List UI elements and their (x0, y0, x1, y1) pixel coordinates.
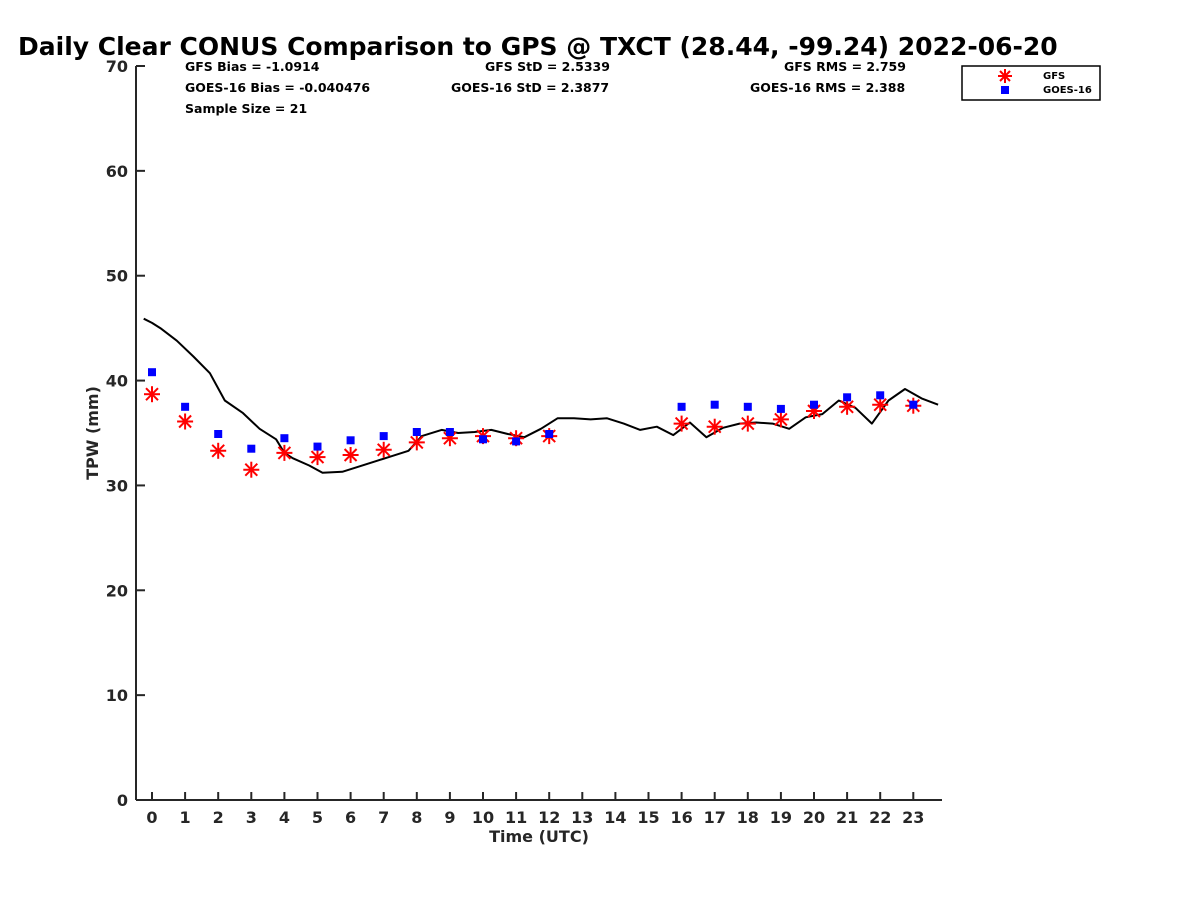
y-tick-label: 30 (106, 476, 128, 495)
goes-series (148, 368, 918, 453)
x-tick-label: 14 (604, 808, 626, 827)
x-tick-label: 13 (571, 808, 593, 827)
gfs-point (243, 461, 260, 478)
stats-block: GFS Bias = -1.0914 GFS StD = 2.5339 GFS … (185, 59, 906, 116)
gfs-point (872, 396, 889, 413)
legend-gfs-label: GFS (1043, 71, 1065, 82)
sample-size-stat: Sample Size = 21 (185, 101, 307, 116)
goes-point (545, 430, 554, 438)
goes-point (214, 430, 223, 438)
goes-point (876, 391, 885, 400)
x-tick-label: 20 (803, 808, 825, 827)
x-tick-label: 15 (637, 808, 659, 827)
legend-gfs-marker (998, 69, 1012, 83)
y-tick-label: 70 (106, 57, 128, 76)
gfs-point (144, 386, 160, 403)
gfs-point (177, 413, 194, 430)
x-tick-label: 23 (902, 808, 924, 827)
gfs-point (739, 415, 756, 432)
goes-point (181, 402, 190, 411)
gfs-bias-stat: GFS Bias = -1.0914 (185, 59, 320, 74)
goes-point (743, 402, 752, 411)
x-tick-label: 16 (670, 808, 692, 827)
gfs-point (309, 449, 326, 466)
goes-point (677, 402, 686, 411)
goes-point (445, 428, 454, 436)
x-tick-label: 9 (444, 808, 455, 827)
gfs-point (673, 415, 690, 432)
x-ticks: 0 1 2 3 4 5 6 7 8 9 10 11 12 13 14 15 16 17 18 19 20 21 22 23 (146, 792, 924, 827)
x-tick-label: 18 (737, 808, 759, 827)
gfs-point (342, 447, 359, 463)
gfs-point (706, 418, 723, 435)
x-tick-label: 22 (869, 808, 891, 827)
gps-line (143, 317, 939, 474)
goes-point (247, 444, 256, 453)
y-tick-label: 0 (117, 791, 128, 810)
goes-bias-stat: GOES-16 Bias = -0.040476 (185, 80, 370, 95)
chart-title: Daily Clear CONUS Comparison to GPS @ TX… (18, 32, 1058, 61)
x-tick-label: 5 (312, 808, 323, 827)
legend: GFS GOES-16 (961, 65, 1101, 101)
x-tick-label: 2 (213, 808, 224, 827)
gfs-point (408, 434, 425, 451)
y-tick-label: 40 (106, 372, 128, 391)
x-tick-label: 7 (378, 808, 389, 827)
goes-point (313, 442, 322, 451)
gps-series (143, 317, 939, 474)
legend-goes-label: GOES-16 (1043, 85, 1092, 96)
gfs-point (772, 411, 789, 428)
x-tick-label: 4 (279, 808, 290, 827)
goes-point (280, 434, 289, 443)
gfs-point (375, 441, 392, 458)
goes-point (843, 393, 852, 402)
y-tick-label: 20 (106, 581, 128, 600)
y-tick-label: 60 (106, 162, 128, 181)
gfs-rms-stat: GFS RMS = 2.759 (784, 59, 906, 74)
goes-point (710, 400, 719, 409)
x-tick-label: 11 (505, 808, 527, 827)
gfs-point (276, 444, 293, 461)
x-tick-label: 0 (146, 808, 157, 827)
x-axis-label: Time (UTC) (489, 827, 589, 846)
y-axis-label: TPW (mm) (83, 386, 102, 480)
goes-point (810, 400, 818, 409)
gfs-std-stat: GFS StD = 2.5339 (485, 59, 610, 74)
goes-point (346, 436, 355, 445)
y-tick-label: 10 (106, 686, 128, 705)
legend-goes-marker (1001, 86, 1009, 94)
x-tick-label: 19 (770, 808, 792, 827)
x-tick-label: 21 (836, 808, 858, 827)
goes-point (512, 437, 521, 446)
goes-point (776, 404, 785, 413)
goes-std-stat: GOES-16 StD = 2.3877 (451, 80, 609, 95)
x-tick-label: 3 (246, 808, 257, 827)
goes-point (148, 368, 156, 377)
x-tick-label: 12 (538, 808, 560, 827)
x-tick-label: 10 (472, 808, 494, 827)
gfs-point (839, 398, 856, 415)
x-tick-label: 6 (345, 808, 356, 827)
x-tick-label: 8 (411, 808, 422, 827)
y-ticks: 0 10 20 30 40 50 60 70 (106, 57, 145, 810)
y-tick-label: 50 (106, 267, 128, 286)
legend-box (961, 65, 1101, 101)
x-tick-label: 1 (180, 808, 191, 827)
gfs-point (210, 442, 227, 459)
goes-point (379, 432, 388, 441)
goes-point (479, 435, 487, 444)
goes-point (412, 428, 421, 436)
goes-rms-stat: GOES-16 RMS = 2.388 (750, 80, 905, 95)
x-tick-label: 17 (704, 808, 726, 827)
goes-point (909, 400, 918, 409)
